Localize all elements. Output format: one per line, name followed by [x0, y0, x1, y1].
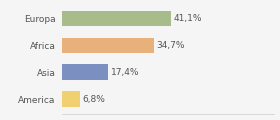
Bar [62, 91, 80, 107]
Text: 6,8%: 6,8% [82, 95, 105, 104]
Bar [62, 11, 171, 26]
Text: 17,4%: 17,4% [111, 68, 139, 77]
Bar [62, 64, 108, 80]
Text: 34,7%: 34,7% [157, 41, 185, 50]
Text: 41,1%: 41,1% [174, 14, 202, 23]
Bar [62, 38, 154, 53]
